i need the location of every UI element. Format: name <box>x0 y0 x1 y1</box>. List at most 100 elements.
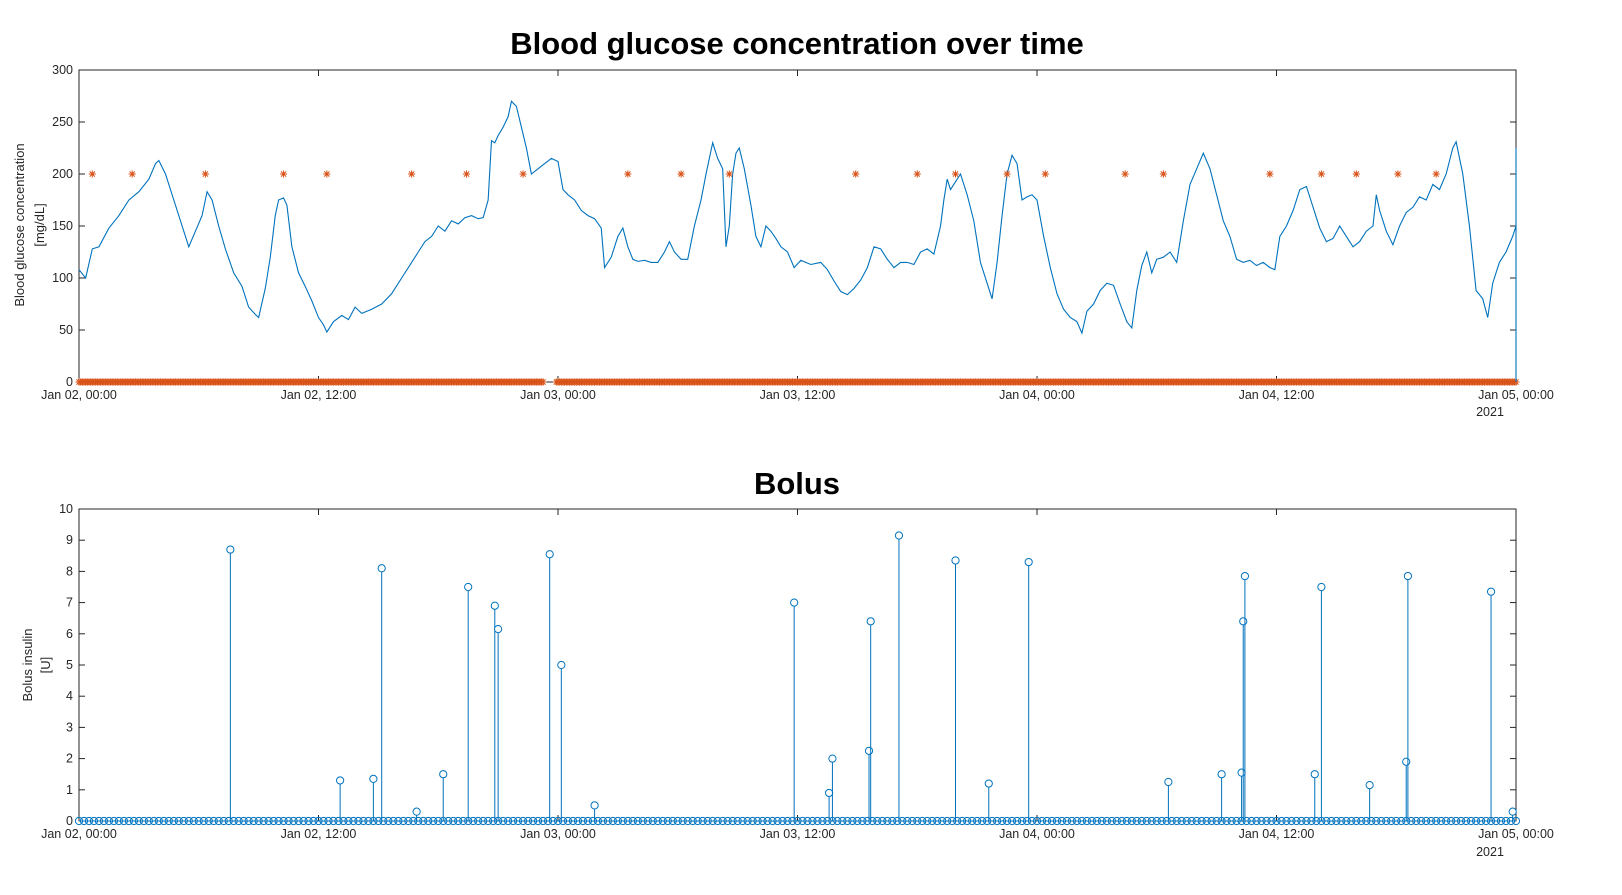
bolus-zero-marker <box>1417 816 1426 826</box>
bolus-zero-marker <box>1162 816 1171 826</box>
bolus-zero-marker <box>728 816 737 826</box>
bolus-zero-marker <box>204 816 213 826</box>
bolus-zero-marker <box>913 816 922 826</box>
bolus-zero-marker <box>274 816 283 826</box>
bolus-zero-marker <box>104 816 114 826</box>
glucose-asterisk <box>1352 170 1360 178</box>
bolus-zero-marker <box>1192 816 1201 826</box>
glucose-chart-title: Blood glucose concentration over time <box>510 26 1084 61</box>
bolus-marker <box>1486 587 1496 596</box>
y-tick-label: 300 <box>52 63 73 77</box>
bolus-zero-marker <box>1412 816 1421 826</box>
bolus-marker <box>951 556 960 565</box>
bolus-zero-marker <box>788 816 797 826</box>
bolus-zero-marker <box>139 816 148 826</box>
bolus-zero-marker <box>738 816 747 826</box>
bolus-marker <box>1240 571 1249 581</box>
bolus-zero-marker <box>888 816 897 826</box>
bolus-zero-marker <box>968 816 977 826</box>
bolus-zero-marker <box>269 816 278 826</box>
bolus-zero-marker <box>1387 816 1396 826</box>
y-tick-label: 50 <box>59 323 73 337</box>
bolus-zero-marker <box>324 816 333 826</box>
bolus-zero-marker <box>943 816 952 826</box>
bolus-zero-marker <box>119 816 129 826</box>
bolus-zero-marker <box>933 816 942 826</box>
bolus-zero-marker <box>1297 816 1306 826</box>
y-tick-label: 0 <box>66 375 73 389</box>
bolus-zero-marker <box>244 816 253 826</box>
bolus-zero-marker <box>1432 816 1441 826</box>
bolus-zero-marker <box>449 816 458 826</box>
bolus-zero-marker <box>389 816 398 826</box>
y-tick-label: 6 <box>66 627 73 641</box>
bolus-zero-marker <box>583 816 593 826</box>
bolus-zero-marker <box>299 816 308 826</box>
bolus-marker <box>336 776 345 785</box>
bolus-zero-marker <box>1012 816 1022 826</box>
bolus-zero-marker <box>978 816 987 826</box>
bolus-zero-marker <box>1476 816 1486 826</box>
bolus-zero-marker <box>873 816 882 826</box>
bolus-zero-marker <box>434 816 443 826</box>
y-tick-label: 100 <box>52 271 73 285</box>
bolus-marker <box>825 788 834 798</box>
bolus-zero-marker <box>603 816 612 826</box>
bolus-zero-marker <box>159 816 168 826</box>
bolus-marker <box>590 801 599 810</box>
bolus-zero-marker <box>718 816 727 826</box>
glucose-asterisk <box>1041 170 1049 178</box>
bolus-zero-marker <box>114 816 124 826</box>
bolus-zero-marker <box>693 816 702 826</box>
bolus-marker <box>1402 757 1411 766</box>
bolus-zero-marker <box>528 816 538 826</box>
bolus-zero-marker <box>1062 816 1072 826</box>
bolus-zero-marker <box>264 816 273 826</box>
bolus-zero-marker <box>928 816 937 826</box>
bolus-zero-marker <box>1332 816 1341 826</box>
x-tick-label: Jan 05, 00:00 <box>1478 827 1554 841</box>
bolus-zero-marker <box>613 816 622 826</box>
x-tick-label: Jan 02, 00:00 <box>41 827 117 841</box>
bolus-zero-marker <box>903 816 912 826</box>
bolus-zero-marker <box>1097 816 1106 826</box>
bolus-zero-marker <box>1302 816 1311 826</box>
baseline-asterisk <box>539 378 547 386</box>
bolus-zero-marker <box>683 816 692 826</box>
bolus-zero-marker <box>1247 816 1256 826</box>
bolus-zero-marker <box>1292 816 1301 826</box>
bolus-zero-marker <box>997 816 1007 826</box>
bolus-zero-marker <box>444 816 453 826</box>
bolus-zero-marker <box>848 816 857 826</box>
bolus-zero-marker <box>384 816 393 826</box>
bolus-zero-marker <box>623 816 632 826</box>
glucose-y-ticks: 0 50 100 150 200 250 300 <box>52 63 1516 389</box>
bolus-zero-marker <box>169 816 178 826</box>
bolus-zero-marker <box>1107 816 1116 826</box>
bolus-zero-marker <box>743 816 752 826</box>
glucose-asterisk <box>852 170 860 178</box>
bolus-zero-marker <box>1227 816 1236 826</box>
bolus-zero-marker <box>1337 816 1346 826</box>
bolus-zero-marker <box>144 816 153 826</box>
bolus-zero-marker <box>219 816 228 826</box>
bolus-zero-marker <box>1282 816 1291 826</box>
bolus-zero-marker <box>1207 816 1216 826</box>
bolus-zero-marker <box>354 816 363 826</box>
bolus-zero-marker <box>1272 816 1281 826</box>
bolus-zero-marker <box>843 816 852 826</box>
bolus-zero-marker <box>309 816 318 826</box>
bolus-zero-marker <box>678 816 687 826</box>
bolus-zero-marker <box>753 816 762 826</box>
bolus-marker <box>490 601 499 610</box>
glucose-asterisk <box>1432 170 1440 178</box>
bolus-zero-marker <box>1132 816 1141 826</box>
bolus-zero-marker <box>279 816 288 826</box>
bolus-zero-marker <box>1327 816 1336 826</box>
bolus-zero-marker <box>808 816 817 826</box>
bolus-zero-marker <box>1342 816 1351 826</box>
bolus-zero-marker <box>344 816 353 826</box>
bolus-zero-marker <box>563 816 573 826</box>
bolus-zero-marker <box>1057 816 1067 826</box>
bolus-zero-marker <box>334 816 343 826</box>
